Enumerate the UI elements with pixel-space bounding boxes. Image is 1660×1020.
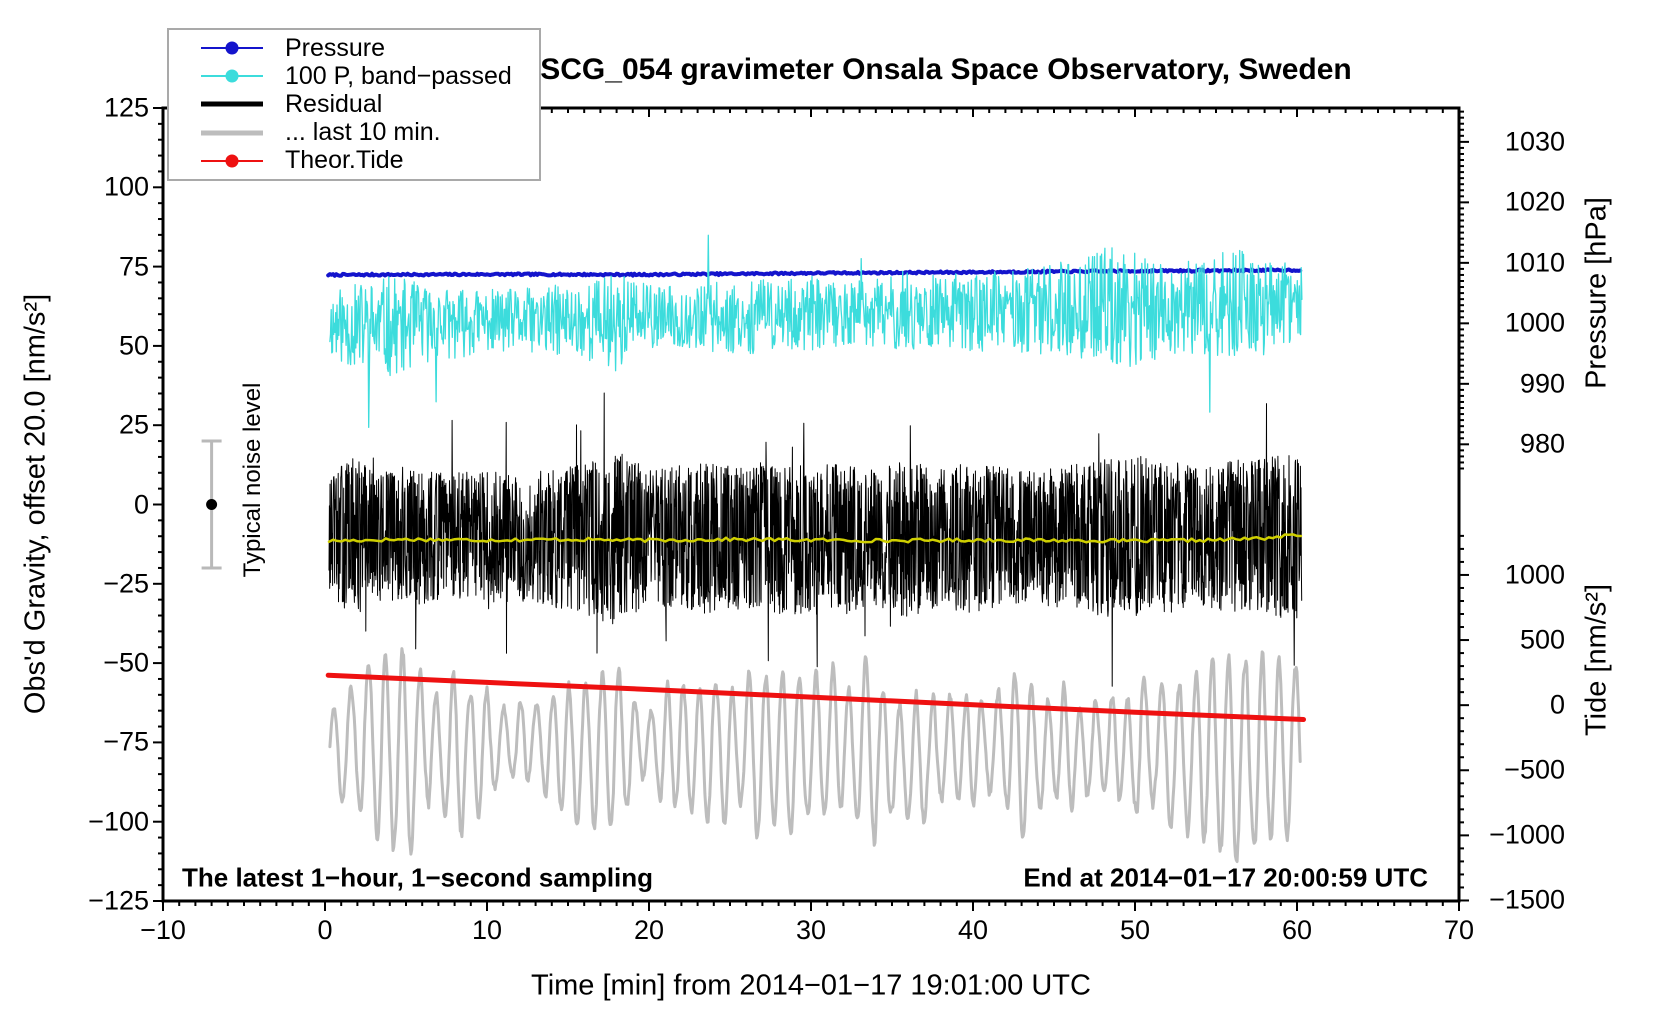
tick-label: −100	[88, 806, 149, 837]
legend-dot	[225, 41, 239, 55]
tick-label: 1020	[1504, 186, 1565, 217]
tick-label: −1500	[1489, 884, 1565, 915]
tick-label: 40	[957, 915, 989, 945]
tide-axis-title: Tide [nm/s²]	[1580, 583, 1613, 737]
tick-label: 1010	[1504, 247, 1565, 278]
gravity-axis-title: Obs'd Gravity, offset 20.0 [nm/s²]	[19, 293, 52, 715]
residual-line-symbol	[201, 95, 263, 113]
tick-label: 1030	[1504, 126, 1565, 157]
tick-label: −75	[103, 726, 149, 757]
tick-label: 50	[118, 330, 149, 361]
legend: Pressure 100 P, band−passed Residual ...…	[167, 28, 541, 181]
legend-item-theortide: Theor.Tide	[169, 146, 539, 175]
legend-label: Residual	[285, 89, 383, 118]
tick-label: 100	[103, 171, 149, 202]
pressure-axis-title: Pressure [hPa]	[1580, 197, 1613, 389]
chart-title: SCG_054 gravimeter Onsala Space Observat…	[540, 53, 1352, 86]
legend-label: Theor.Tide	[285, 146, 404, 175]
legend-dot	[225, 69, 239, 83]
tick-label: 50	[1119, 915, 1151, 945]
time-axis-title: Time [min] from 2014−01−17 19:01:00 UTC	[531, 969, 1091, 1002]
noise-level-annotation: Typical noise level	[239, 382, 266, 578]
tick-label: 125	[103, 92, 149, 123]
tick-label: 990	[1519, 368, 1565, 399]
tick-label: 30	[795, 915, 827, 945]
theortide-line-symbol	[201, 152, 263, 170]
tick-label: 500	[1519, 624, 1565, 655]
end-time-annotation: End at 2014−01−17 20:00:59 UTC	[1023, 862, 1428, 893]
legend-label: ... last 10 min.	[285, 118, 441, 147]
legend-label: 100 P, band−passed	[285, 61, 512, 90]
legend-item-residual: Residual	[169, 89, 539, 118]
tick-label: −500	[1504, 754, 1565, 785]
tick-label: 60	[1281, 915, 1313, 945]
legend-item-pressure: Pressure	[169, 33, 539, 62]
tick-label: −25	[103, 568, 149, 599]
tick-label: 0	[1549, 689, 1565, 720]
legend-dot	[225, 154, 239, 168]
tick-label: 10	[471, 915, 503, 945]
tick-label: 1000	[1504, 307, 1565, 338]
legend-label: Pressure	[285, 33, 386, 62]
tick-label: 1000	[1504, 559, 1565, 590]
legend-line	[201, 101, 263, 107]
pressure-line-symbol	[201, 39, 263, 57]
tick-label: −1000	[1489, 819, 1565, 850]
legend-item-bandpassed: 100 P, band−passed	[169, 61, 539, 90]
tick-label: 20	[633, 915, 665, 945]
tick-label: −10	[140, 915, 186, 945]
tick-label: 0	[317, 915, 333, 945]
tick-label: 980	[1519, 428, 1565, 459]
legend-item-last10min: ... last 10 min.	[169, 118, 539, 147]
tick-label: −50	[103, 647, 149, 678]
bandpassed-line-symbol	[201, 67, 263, 85]
sampling-annotation: The latest 1−hour, 1−second sampling	[182, 862, 654, 893]
tick-label: 70	[1443, 915, 1475, 945]
tick-label: 0	[133, 489, 149, 519]
last10min-line-symbol	[201, 124, 263, 142]
tick-label: 75	[118, 251, 149, 282]
tick-label: 25	[118, 409, 149, 440]
tick-label: −125	[88, 885, 149, 916]
legend-line	[201, 130, 263, 136]
